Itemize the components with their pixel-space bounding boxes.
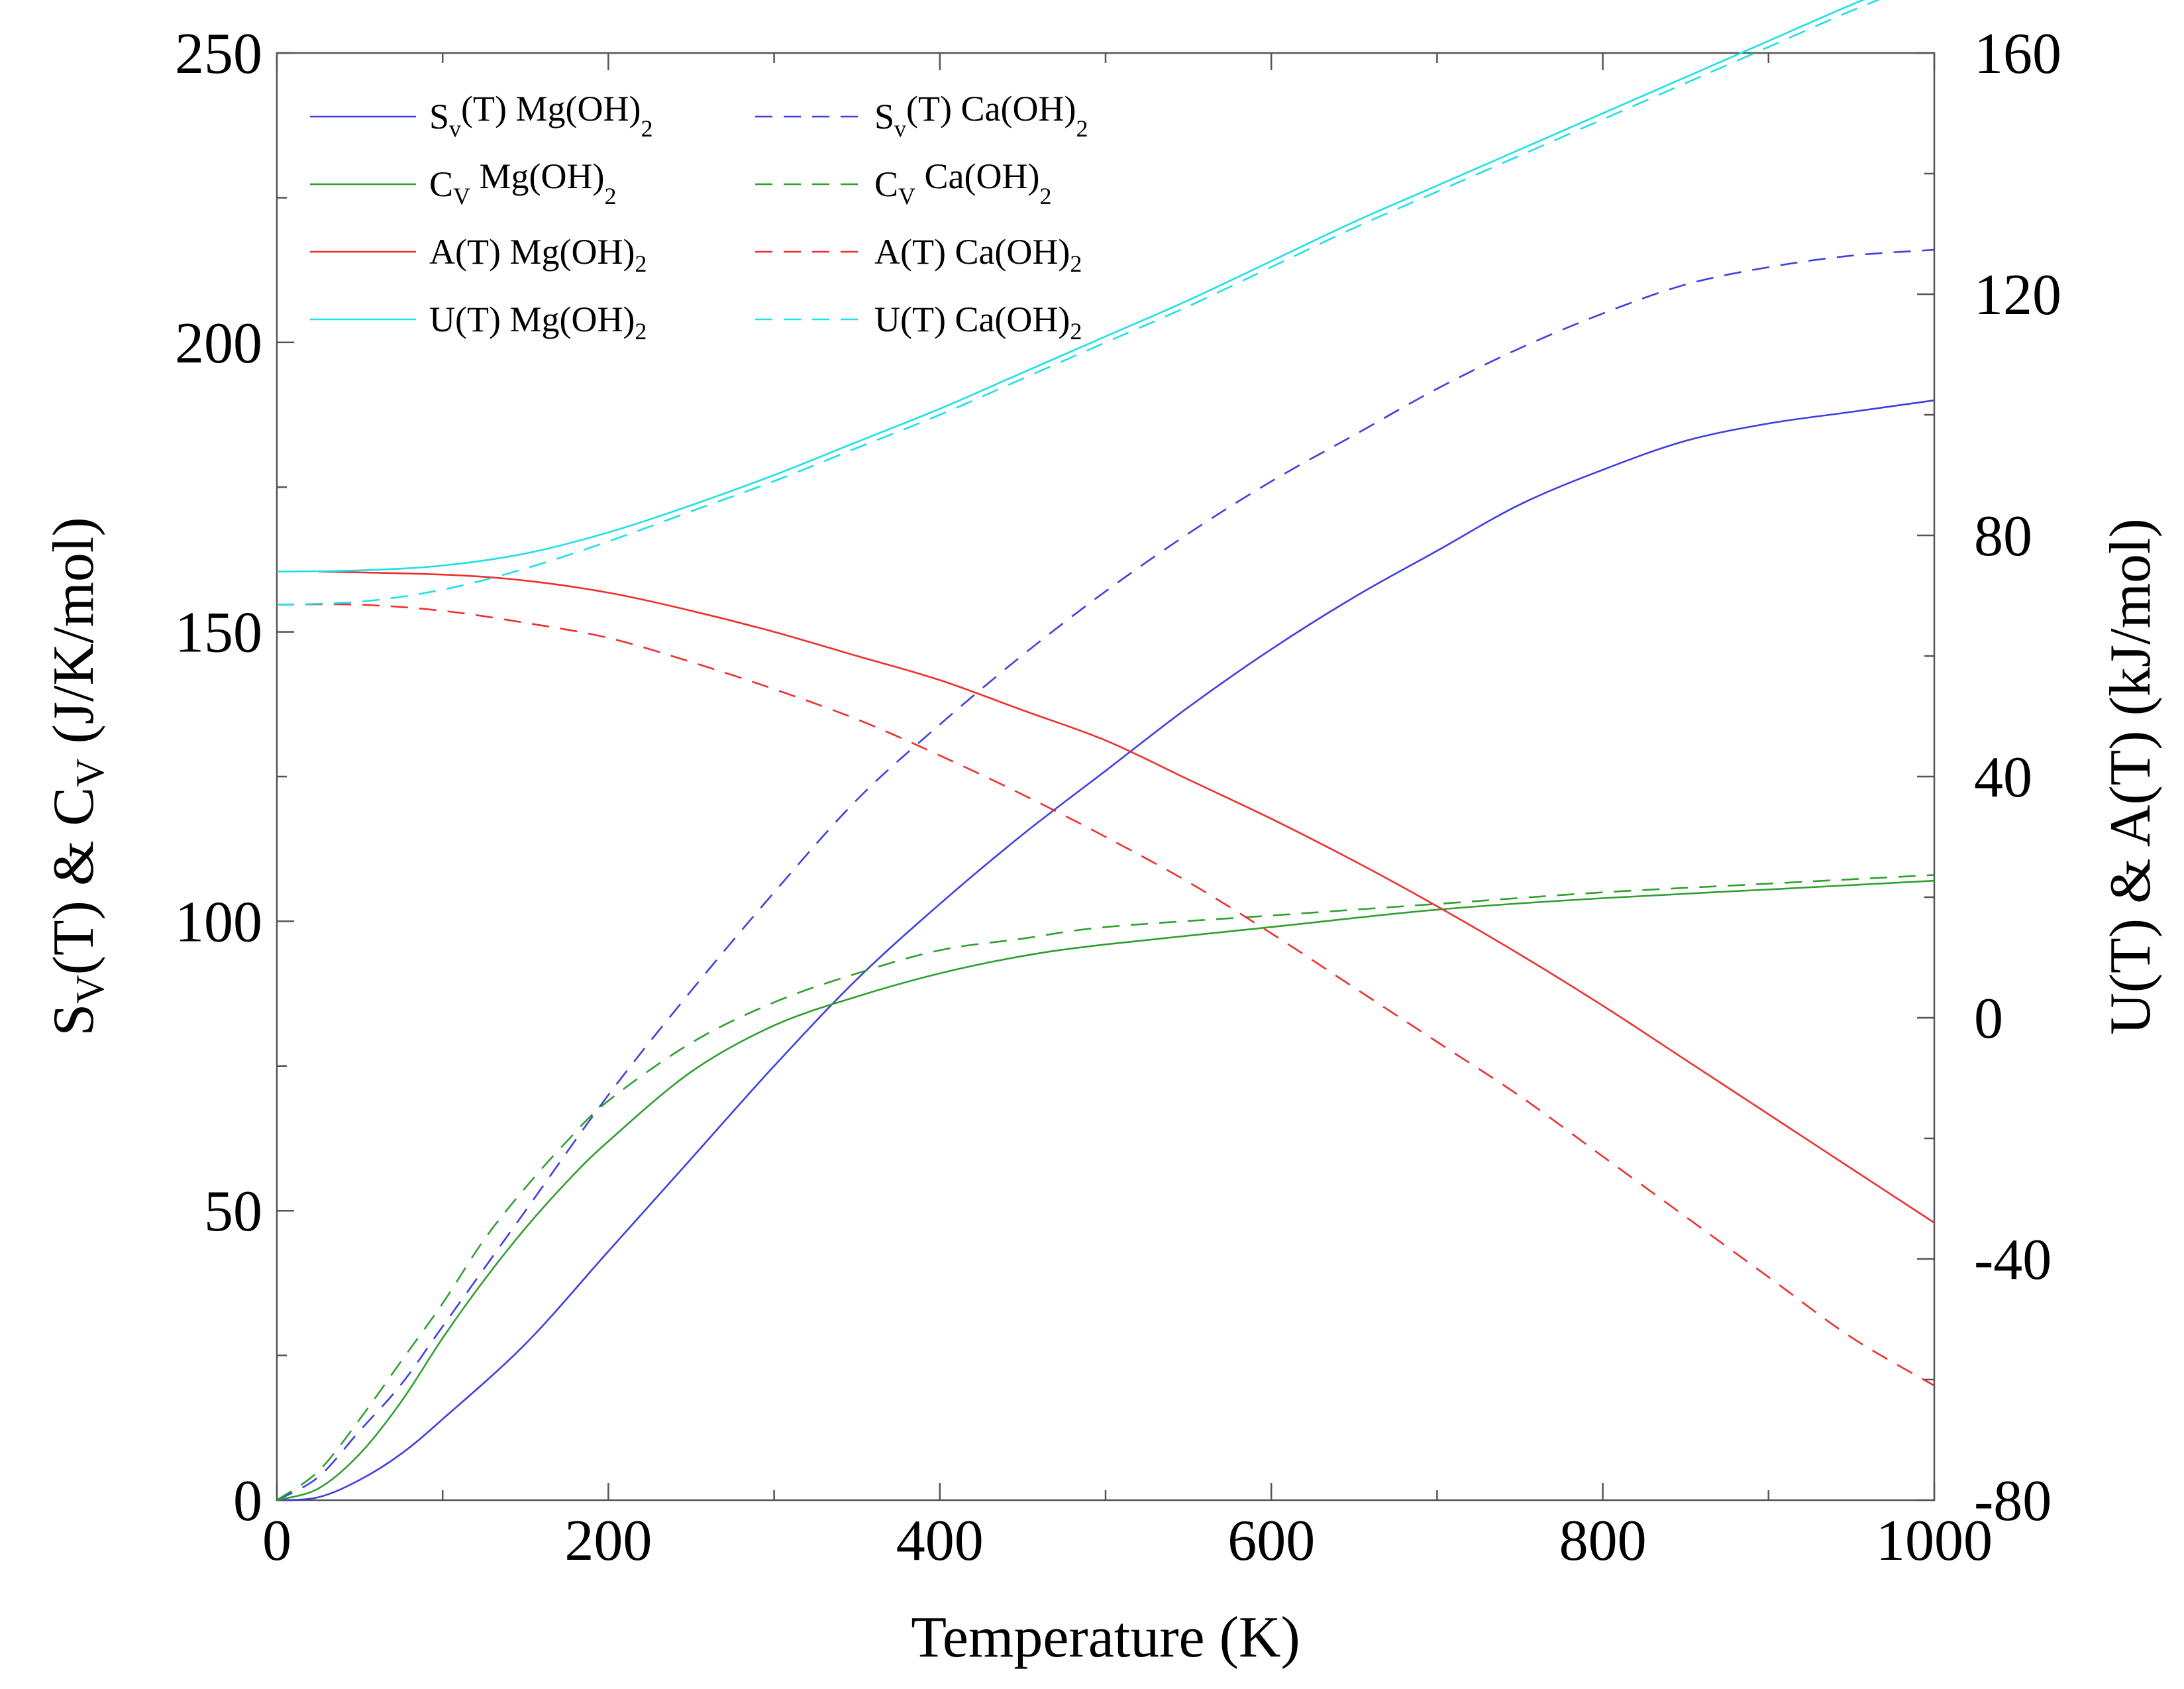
- legend-label-part: 2: [1070, 250, 1082, 277]
- series-line: [276, 248, 1935, 1501]
- y-tick-label: 0: [233, 1469, 262, 1533]
- series-line: [276, 399, 1935, 1501]
- y-tick-label: 100: [175, 890, 262, 954]
- series-line: [276, 603, 1935, 1387]
- legend-label-part: 2: [635, 250, 647, 277]
- y-label-sub1: V: [68, 975, 112, 1003]
- legend-label-part: 2: [605, 183, 617, 209]
- legend-label: Sv(T) Mg(OH)2: [429, 89, 652, 142]
- x-tick-label: 800: [1559, 1509, 1647, 1573]
- legend-label: U(T) Ca(OH)2: [874, 300, 1082, 345]
- series-line: [276, 874, 1935, 1501]
- y2-tick-label: 160: [1974, 22, 2061, 86]
- legend-label: A(T) Mg(OH)2: [429, 232, 647, 277]
- legend-label: CV Mg(OH)2: [429, 156, 617, 209]
- y2-tick-label: -40: [1974, 1228, 2052, 1292]
- legend-label-part: Ca(OH): [915, 156, 1039, 196]
- y-tick-labels: 0 50 100 150 200 250: [175, 22, 262, 1533]
- legend-label-part: S: [429, 97, 449, 136]
- x-tick-label: 400: [896, 1509, 984, 1573]
- y2-tick-label: 0: [1974, 987, 2003, 1051]
- legend-label-part: V: [453, 183, 470, 209]
- y-label-mid: (T) & C: [42, 787, 106, 975]
- series-line: [276, 879, 1935, 1501]
- y-tick-label: 200: [175, 311, 262, 376]
- y-tick-label: 250: [175, 22, 262, 86]
- y-tick-label: 50: [204, 1179, 262, 1244]
- legend-label-part: (T) Ca(OH): [906, 89, 1076, 129]
- x-tick-label: 0: [262, 1509, 291, 1573]
- legend: Sv(T) Mg(OH)2 Sv(T) Ca(OH)2CV Mg(OH)2 CV C…: [310, 89, 1088, 345]
- y2-tick-labels: -80 -40 0 40 80 120 160: [1974, 22, 2061, 1533]
- legend-label: CV Ca(OH)2: [874, 156, 1051, 209]
- legend-label-part: U(T) Mg(OH): [429, 300, 635, 339]
- legend-label-part: C: [874, 164, 898, 204]
- x-tick-label: 600: [1227, 1509, 1315, 1573]
- x-tick-label: 1000: [1876, 1509, 1993, 1573]
- legend-label-part: A(T) Mg(OH): [429, 232, 635, 272]
- x-axis-label: Temperature (K): [911, 1606, 1300, 1670]
- legend-label: A(T) Ca(OH)2: [874, 232, 1082, 277]
- legend-label-part: 2: [1039, 183, 1051, 209]
- y-label-tail: (J/K/mol): [42, 517, 106, 758]
- y-axis-label: SV(T) & CV (J/K/mol): [42, 517, 112, 1036]
- series-line: [318, 571, 1935, 1224]
- y-label-s: S: [42, 1004, 106, 1036]
- legend-label-part: U(T) Ca(OH): [874, 300, 1070, 339]
- legend-label-part: V: [898, 183, 915, 209]
- legend-label-part: C: [429, 164, 453, 204]
- legend-label-part: A(T) Ca(OH): [874, 232, 1070, 272]
- y2-tick-label: 40: [1974, 745, 2032, 810]
- legend-label-part: (T) Mg(OH): [461, 89, 641, 129]
- legend-label: U(T) Mg(OH)2: [429, 300, 647, 345]
- y2-tick-label: 80: [1974, 504, 2032, 569]
- series-line: [276, 0, 1865, 572]
- legend-label-part: 2: [1070, 318, 1082, 345]
- tick-marks: [276, 52, 1936, 1501]
- legend-label-part: 2: [635, 318, 647, 345]
- legend-label: Sv(T) Ca(OH)2: [874, 89, 1088, 142]
- y-label-sub2: V: [68, 759, 112, 787]
- y2-tick-label: 120: [1974, 263, 2061, 327]
- x-tick-labels: 0 200 400 600 800 1000: [262, 1509, 1993, 1573]
- series-lines: [276, 0, 1935, 1501]
- y-tick-label: 150: [175, 601, 262, 665]
- x-tick-label: 200: [564, 1509, 652, 1573]
- y2-axis-label: U(T) & A(T) (kJ/mol): [2099, 518, 2163, 1035]
- legend-label-part: v: [449, 115, 461, 142]
- legend-label-part: 2: [1076, 115, 1088, 142]
- legend-label-part: 2: [641, 115, 652, 142]
- series-line: [276, 0, 1881, 606]
- legend-label-part: S: [874, 97, 894, 136]
- y2-tick-label: -80: [1974, 1469, 2052, 1533]
- legend-label-part: Mg(OH): [470, 156, 604, 196]
- legend-label-part: v: [894, 115, 906, 142]
